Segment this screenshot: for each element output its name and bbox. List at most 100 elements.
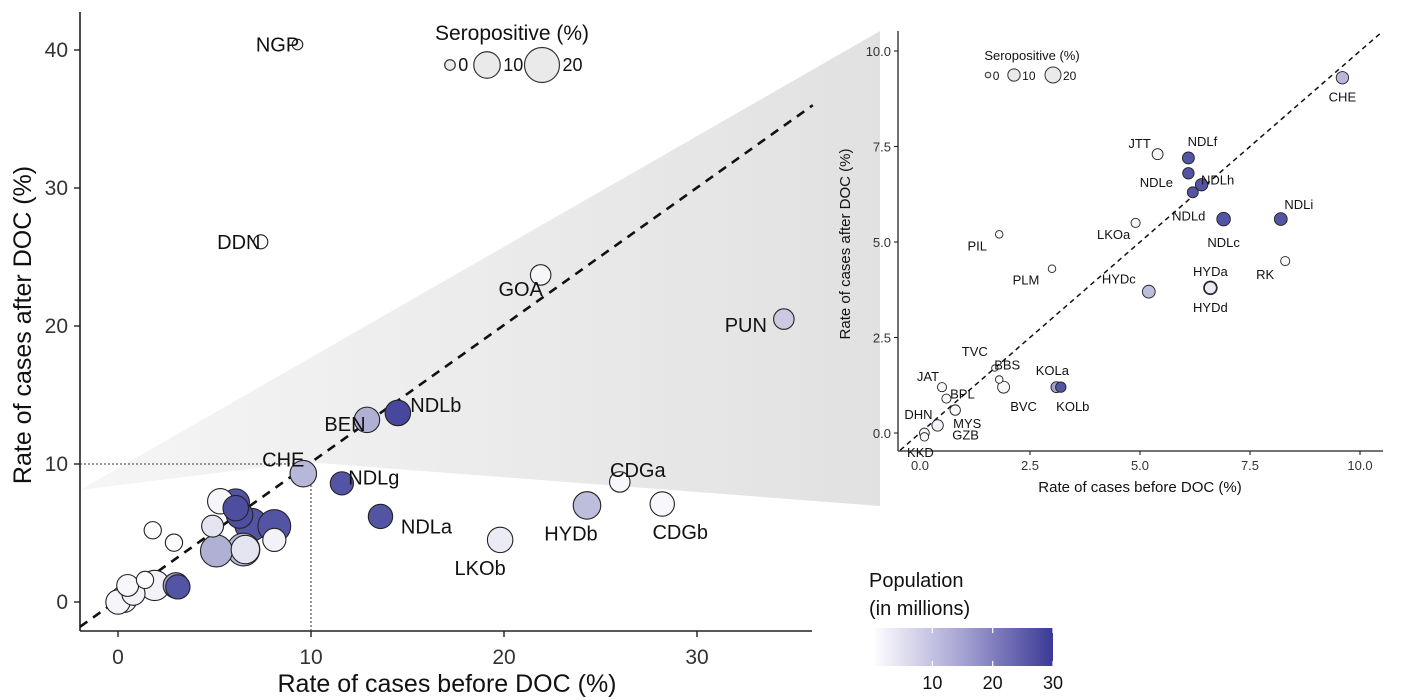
main-label-ndlg: NDLg — [348, 467, 399, 489]
inset-label-tvc: TVC — [962, 344, 988, 359]
inset-label-ndle: NDLe — [1140, 175, 1173, 190]
inset-x-tick-label: 7.5 — [1241, 458, 1259, 473]
main-point-ndlg — [329, 471, 355, 496]
inset-label-ndlf: NDLf — [1188, 134, 1218, 149]
main-x-tick-label: 10 — [299, 646, 322, 669]
main-point — [230, 534, 261, 565]
inset-point-jtt — [1151, 148, 1164, 161]
inset-y-tick-label: 7.5 — [873, 140, 891, 155]
main-y-tick-label: 30 — [45, 177, 68, 200]
main-label-cdga: CDGa — [610, 460, 666, 482]
inset-size-legend-circle — [984, 71, 992, 79]
inset-point-pil — [994, 230, 1004, 239]
main-label-goa: GOA — [498, 279, 543, 301]
inset-y-tick-label: 2.5 — [873, 331, 891, 346]
main-label-hydb: HYDb — [544, 523, 597, 545]
inset-label-ndlc: NDLc — [1207, 235, 1240, 250]
main-point — [116, 573, 140, 597]
main-y-tick-label: 10 — [45, 453, 68, 476]
inset-point-hydc — [1141, 284, 1156, 299]
inset-point-bbs — [994, 375, 1004, 384]
inset-point-gzb — [931, 419, 944, 432]
main-y-axis-title: Rate of cases after DOC (%) — [9, 166, 37, 484]
main-point-labels: NGP DDN GOA PUN NDLb BEN CHE NDLg NDLa CDGa HYDb CD… — [217, 34, 767, 579]
main-y-tick-label: 0 — [56, 591, 68, 614]
main-point-che — [289, 459, 318, 488]
inset-label-ndld: NDLd — [1172, 208, 1205, 223]
inset-size-legend-circle — [1007, 68, 1021, 82]
inset-x-tick-label: 10.0 — [1347, 458, 1372, 473]
inset-label-hydc: HYDc — [1102, 272, 1136, 287]
population-legend-title-line1: Population — [869, 570, 964, 592]
population-colorbar-tick-label: 30 — [1043, 673, 1063, 693]
main-size-legend-label: 10 — [503, 55, 523, 75]
inset-point-ndle — [1182, 167, 1195, 180]
main-zoom-box-outline — [80, 463, 312, 631]
inset-point-ndld — [1186, 186, 1199, 199]
main-label-ngp: NGP — [256, 34, 299, 56]
main-point-ndla — [367, 503, 394, 530]
population-colorbar-tick-label: 20 — [983, 673, 1003, 693]
inset-size-legend-circle — [1044, 66, 1062, 84]
main-point — [165, 574, 191, 600]
main-point-cdgb — [649, 491, 675, 517]
inset-label-gzb: GZB — [952, 427, 979, 442]
main-point — [201, 514, 225, 538]
inset-point-hydd — [1203, 281, 1217, 295]
inset-axes: 0.0 2.5 5.0 7.5 10.0 0.0 2.5 5.0 7.5 10.0 — [866, 31, 1383, 473]
inset-point-ndlc — [1216, 211, 1231, 227]
inset-label-jat: JAT — [917, 369, 939, 384]
main-point — [143, 521, 162, 540]
main-point-cdga — [608, 471, 631, 493]
inset-label-lkoa: LKOa — [1097, 227, 1131, 242]
main-label-che: CHE — [262, 450, 304, 472]
inset-y-tick-label: 5.0 — [873, 235, 891, 250]
inset-x-tick-label: 2.5 — [1021, 458, 1039, 473]
inset-identity-line — [899, 33, 1381, 451]
inset-point-mys — [949, 404, 961, 416]
inset-point-kkd — [919, 432, 930, 442]
main-size-legend-label: 20 — [563, 55, 583, 75]
inset-point-rk — [1280, 256, 1291, 267]
inset-label-hydd: HYDd — [1193, 300, 1228, 315]
main-point-goa — [529, 264, 552, 286]
inset-x-tick-label: 5.0 — [1131, 458, 1149, 473]
inset-y-tick-label: 10.0 — [866, 44, 891, 59]
inset-label-che: CHE — [1329, 90, 1357, 105]
main-zoom-box — [80, 463, 312, 631]
main-label-pun: PUN — [725, 315, 767, 337]
population-colorbar — [872, 628, 1053, 666]
inset-size-legend-label: 20 — [1063, 69, 1077, 83]
main-size-legend-circle — [444, 59, 456, 71]
inset-panel: 0.0 2.5 5.0 7.5 10.0 0.0 2.5 5.0 7.5 10.0 CHE JTT N… — [837, 31, 1383, 496]
main-label-lkob: LKOb — [455, 558, 506, 580]
main-point — [199, 534, 233, 568]
inset-label-ndlh: NDLh — [1201, 173, 1234, 188]
main-label-cdgb: CDGb — [652, 522, 708, 544]
main-point — [222, 494, 250, 522]
population-legend: Population (in millions) 10 20 30 — [869, 570, 1063, 693]
inset-point-ndlh — [1194, 178, 1209, 192]
main-x-tick-label: 0 — [112, 646, 124, 669]
main-label-ben: BEN — [324, 414, 365, 436]
inset-label-bbs: BBS — [994, 358, 1020, 373]
main-size-legend-circle — [473, 51, 501, 79]
inset-label-plm: PLM — [1013, 273, 1040, 288]
inset-point-lkoa — [1130, 217, 1141, 228]
population-legend-title-line2: (in millions) — [869, 598, 970, 620]
inset-point-che — [1335, 71, 1350, 85]
main-point — [135, 570, 155, 590]
main-point — [262, 527, 287, 553]
inset-label-kola: KOLa — [1036, 363, 1070, 378]
main-point-ben — [353, 406, 381, 434]
inset-point-plm — [1047, 264, 1057, 273]
main-size-legend-circle — [523, 46, 561, 84]
main-size-legend: Seropositive (%) 0 10 20 — [435, 22, 589, 84]
main-label-ndlb: NDLb — [410, 395, 461, 417]
inset-label-kkd: KKD — [907, 445, 934, 460]
main-x-tick-label: 20 — [492, 646, 515, 669]
main-point-ndlb — [384, 399, 412, 427]
inset-x-tick-label: 0.0 — [911, 458, 929, 473]
